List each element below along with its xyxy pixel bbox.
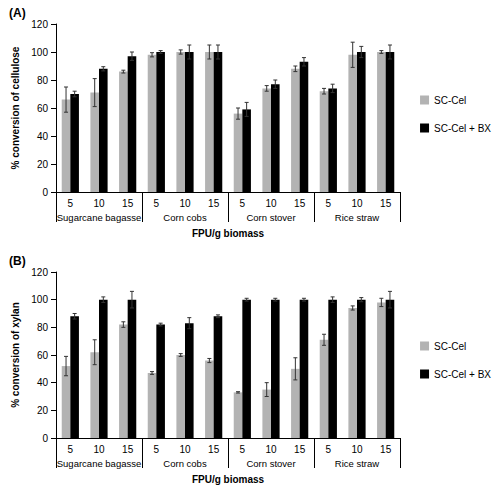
- svg-text:0: 0: [42, 433, 48, 444]
- svg-text:40: 40: [37, 377, 49, 388]
- svg-text:Sugarcane bagasse: Sugarcane bagasse: [57, 212, 142, 223]
- svg-text:5: 5: [68, 444, 74, 455]
- svg-text:15: 15: [380, 198, 392, 209]
- svg-text:10: 10: [93, 444, 105, 455]
- svg-text:5: 5: [326, 444, 332, 455]
- svg-text:60: 60: [37, 103, 49, 114]
- svg-text:% conversion of cellulose: % conversion of cellulose: [10, 46, 21, 169]
- svg-text:15: 15: [122, 198, 134, 209]
- svg-text:20: 20: [37, 159, 49, 170]
- svg-text:Corn stover: Corn stover: [246, 458, 295, 469]
- svg-text:80: 80: [37, 322, 49, 333]
- svg-text:10: 10: [351, 444, 363, 455]
- svg-text:FPU/g biomass: FPU/g biomass: [192, 228, 265, 239]
- svg-text:Corn cobs: Corn cobs: [163, 458, 207, 469]
- svg-text:10: 10: [265, 198, 277, 209]
- svg-text:Rice straw: Rice straw: [335, 212, 379, 223]
- svg-text:100: 100: [31, 294, 48, 305]
- svg-text:SC-Cel: SC-Cel: [434, 341, 466, 352]
- svg-text:5: 5: [154, 198, 160, 209]
- svg-text:80: 80: [37, 75, 49, 86]
- svg-text:% conversion of xylan: % conversion of xylan: [10, 302, 21, 408]
- svg-text:0: 0: [42, 187, 48, 198]
- svg-text:(B): (B): [9, 254, 26, 268]
- svg-text:15: 15: [208, 444, 220, 455]
- svg-text:SC-Cel + BX: SC-Cel + BX: [434, 123, 491, 134]
- svg-text:10: 10: [265, 444, 277, 455]
- svg-text:15: 15: [294, 198, 306, 209]
- svg-text:10: 10: [179, 444, 191, 455]
- svg-text:15: 15: [380, 444, 392, 455]
- svg-text:10: 10: [179, 198, 191, 209]
- svg-text:100: 100: [31, 47, 48, 58]
- svg-text:20: 20: [37, 405, 49, 416]
- svg-text:120: 120: [31, 267, 48, 278]
- svg-text:5: 5: [326, 198, 332, 209]
- svg-text:15: 15: [122, 444, 134, 455]
- svg-text:5: 5: [240, 198, 246, 209]
- svg-text:5: 5: [68, 198, 74, 209]
- svg-text:Sugarcane bagasse: Sugarcane bagasse: [57, 458, 142, 469]
- svg-text:60: 60: [37, 350, 49, 361]
- svg-text:SC-Cel: SC-Cel: [434, 95, 466, 106]
- svg-text:15: 15: [294, 444, 306, 455]
- svg-text:FPU/g biomass: FPU/g biomass: [192, 474, 265, 485]
- svg-text:10: 10: [351, 198, 363, 209]
- svg-text:120: 120: [31, 19, 48, 30]
- svg-text:Rice straw: Rice straw: [335, 458, 379, 469]
- svg-text:10: 10: [93, 198, 105, 209]
- svg-text:(A): (A): [9, 6, 26, 20]
- svg-text:5: 5: [154, 444, 160, 455]
- svg-text:SC-Cel + BX: SC-Cel + BX: [434, 369, 491, 380]
- svg-text:5: 5: [240, 444, 246, 455]
- svg-text:Corn cobs: Corn cobs: [163, 212, 207, 223]
- svg-text:40: 40: [37, 131, 49, 142]
- svg-text:15: 15: [208, 198, 220, 209]
- svg-text:Corn stover: Corn stover: [246, 212, 295, 223]
